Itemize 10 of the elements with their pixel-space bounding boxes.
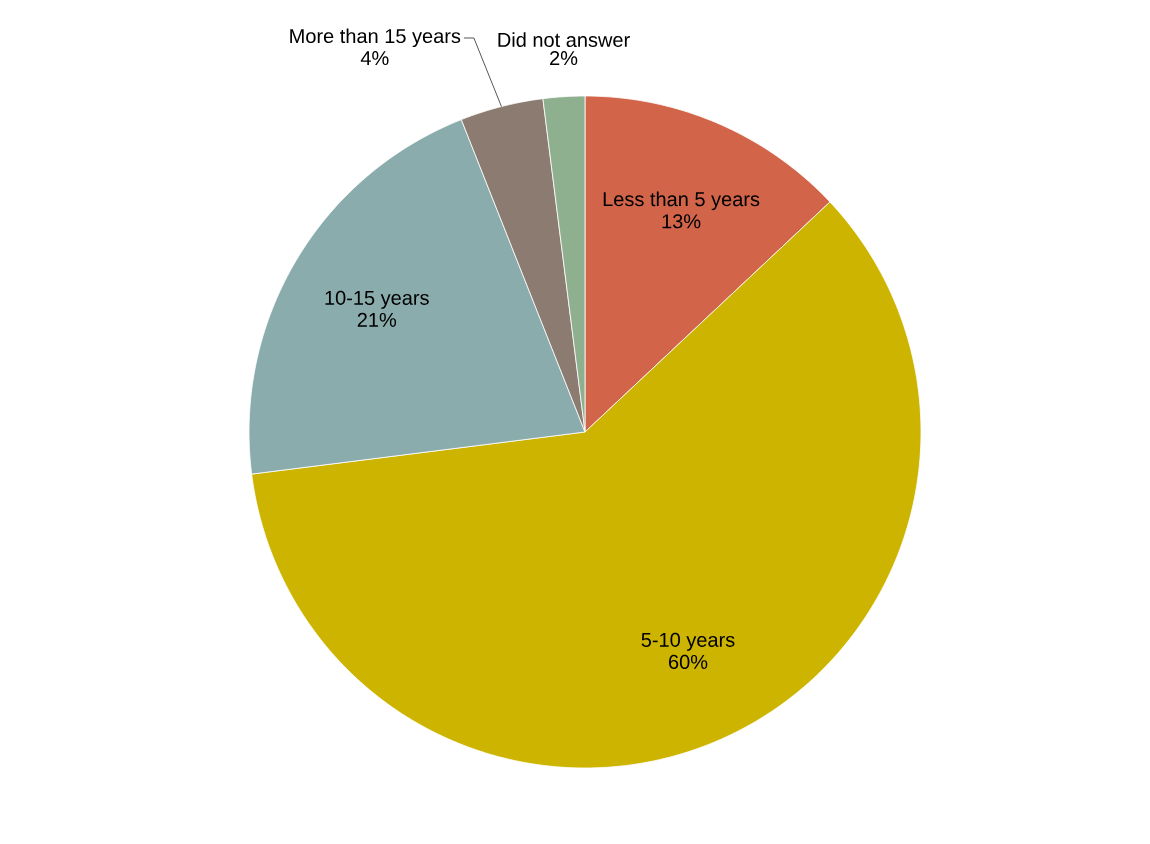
slice-label: Less than 5 years <box>603 191 760 211</box>
data-label: 4% <box>360 51 389 66</box>
slice-label: 10-15 years <box>325 290 429 309</box>
slice-label: 5-10 years <box>641 632 735 651</box>
slice-label: More than 15 years <box>290 28 461 48</box>
data-label: 21% <box>357 312 397 327</box>
data-label: 60% <box>669 654 708 670</box>
slice-label: Did not answer <box>498 32 630 47</box>
data-label: 2% <box>550 50 578 66</box>
data-label: 13% <box>662 214 701 229</box>
